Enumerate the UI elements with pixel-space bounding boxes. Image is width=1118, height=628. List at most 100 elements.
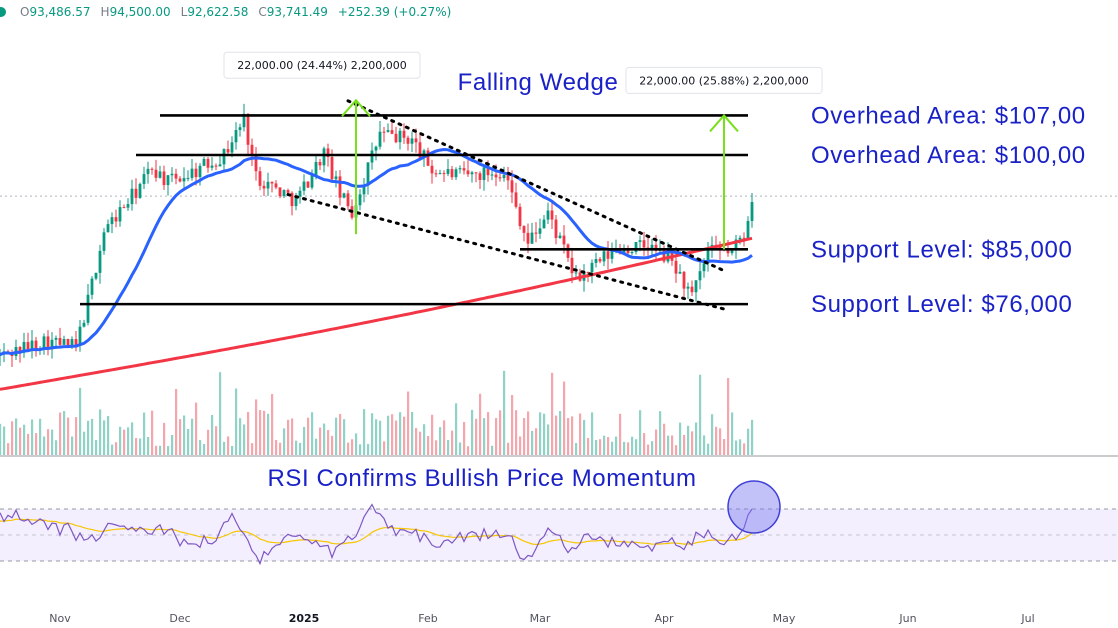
candle-body — [98, 250, 102, 273]
candle-body — [634, 242, 638, 252]
candle-body — [466, 170, 470, 175]
x-tick-label: Mar — [530, 612, 551, 625]
candle-body — [502, 175, 506, 179]
volume-bar — [103, 420, 106, 455]
candle-body — [222, 149, 226, 165]
candle-body — [594, 258, 598, 263]
volume-bar — [227, 436, 230, 455]
candle-body — [230, 142, 234, 153]
candle-body — [114, 217, 118, 222]
candle-body — [42, 336, 46, 350]
candle-body — [686, 286, 690, 289]
volume-bar — [139, 438, 142, 455]
candle-body — [650, 244, 654, 251]
volume-bar — [531, 430, 534, 455]
volume-bar — [435, 440, 438, 455]
candle-body — [406, 137, 410, 144]
volume-bar — [51, 429, 54, 455]
volume-bar — [15, 418, 18, 455]
volume-bar — [195, 402, 198, 455]
volume-bar — [47, 429, 50, 455]
measured-move-label-0: 22,000.00 (24.44%) 2,200,000 — [237, 59, 407, 72]
x-tick-label: Feb — [418, 612, 437, 625]
open-label: O — [20, 5, 30, 19]
candle-body — [330, 157, 334, 180]
volume-bar — [183, 415, 186, 455]
candle-body — [310, 175, 314, 188]
volume-bar — [607, 437, 610, 455]
candle-body — [346, 193, 350, 207]
candle-body — [94, 272, 98, 279]
candle-body — [394, 133, 398, 143]
volume-bar — [55, 440, 58, 455]
candle-body — [402, 130, 406, 138]
volume-bar — [115, 442, 118, 455]
volume-bar — [551, 372, 554, 455]
wedge-line-1 — [286, 193, 726, 311]
candle-body — [442, 173, 446, 175]
volume-bar — [179, 419, 182, 455]
volume-bar — [555, 415, 558, 455]
candle-body — [286, 190, 290, 193]
measured-moves: 22,000.00 (24.44%) 2,200,000 22,000.00 (2… — [223, 51, 823, 250]
candle-body — [242, 113, 246, 128]
candle-body — [494, 174, 498, 178]
candle-body — [590, 262, 594, 273]
candle-body — [146, 168, 150, 175]
candle-body — [154, 169, 158, 178]
candle-body — [250, 144, 254, 157]
volume-bar — [611, 441, 614, 455]
candle-body — [430, 165, 434, 174]
volume-bar — [215, 426, 218, 455]
candle-body — [498, 177, 502, 179]
chart-title: Falling Wedge — [458, 69, 619, 96]
candle-body — [298, 190, 302, 197]
volume-bar — [375, 419, 378, 455]
volume-bar — [135, 438, 138, 455]
volume-bar — [167, 446, 170, 455]
candle-body — [170, 173, 174, 176]
candle-body — [586, 272, 590, 274]
volume-bar — [467, 446, 470, 455]
candle-body — [558, 235, 562, 239]
candle-body — [202, 158, 206, 166]
low-value: 92,622.58 — [187, 5, 249, 19]
volume-bar — [731, 412, 734, 455]
volume-bar — [563, 381, 566, 455]
candle-body — [622, 249, 626, 254]
volume-bar — [223, 441, 226, 455]
candle-body — [538, 228, 542, 234]
volume-bar — [391, 414, 394, 455]
candle-body — [654, 244, 658, 251]
wedge-lines — [286, 99, 726, 311]
candle-body — [78, 326, 82, 345]
sma-200-line — [0, 236, 753, 391]
volume-bar — [239, 418, 242, 455]
candle-body — [54, 337, 58, 340]
volume-bar — [7, 443, 10, 455]
candle-body — [514, 192, 518, 207]
volume-bar — [399, 412, 402, 455]
volume-bar — [191, 418, 194, 455]
candle-body — [694, 280, 698, 293]
volume-bar — [255, 399, 258, 455]
volume-bar — [319, 427, 322, 455]
candle-body — [162, 171, 166, 186]
candle-body — [194, 168, 198, 178]
candle-body — [410, 138, 414, 144]
candle-body — [478, 173, 482, 180]
volume-bar — [383, 441, 386, 455]
volume-bar — [355, 433, 358, 455]
close-value: 93,741.49 — [266, 5, 328, 19]
volume-bar — [335, 417, 338, 455]
volume-bar — [3, 426, 6, 455]
candle-body — [570, 257, 574, 274]
candle-body — [234, 130, 238, 143]
volume-bar — [579, 413, 582, 455]
volume-bar — [619, 413, 622, 455]
x-tick-label: Apr — [654, 612, 674, 625]
candle-body — [674, 260, 678, 274]
open-value: 93,486.57 — [29, 5, 91, 19]
candle-body — [522, 226, 526, 233]
